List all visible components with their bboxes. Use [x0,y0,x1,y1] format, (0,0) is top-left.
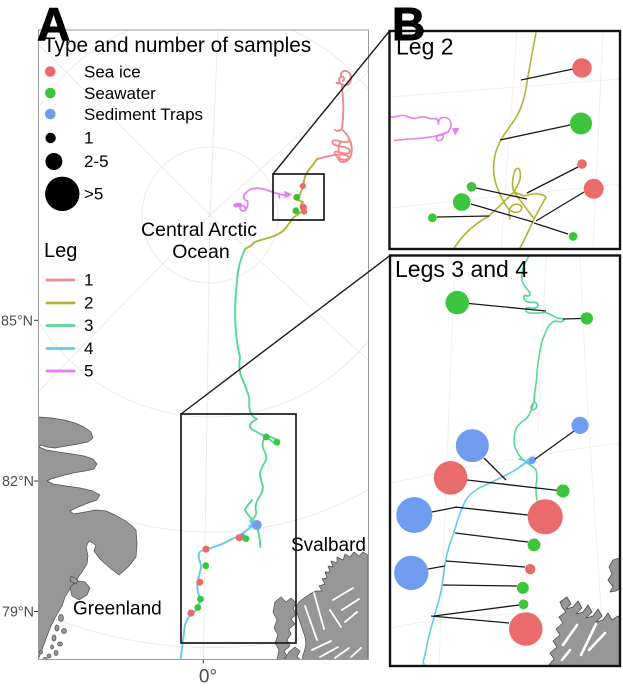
svg-text:79°N: 79°N [2,605,34,621]
svg-text:Greenland: Greenland [73,599,162,620]
svg-text:82°N: 82°N [2,474,34,490]
svg-text:3: 3 [84,316,93,335]
svg-text:Legs 3 and 4: Legs 3 and 4 [395,256,528,282]
svg-text:A: A [37,0,70,50]
svg-text:Type and number of samples: Type and number of samples [43,34,311,57]
svg-text:Central Arctic: Central Arctic [141,219,257,241]
svg-text:Ocean: Ocean [172,241,229,263]
svg-text:4: 4 [84,339,93,358]
svg-text:Sea ice: Sea ice [84,63,141,82]
svg-text:85°N: 85°N [1,314,33,330]
svg-text:Sediment Traps: Sediment Traps [84,105,203,124]
svg-text:Svalbard: Svalbard [291,535,366,556]
svg-text:5: 5 [84,362,93,381]
svg-text:B: B [392,0,425,50]
svg-text:1: 1 [84,129,93,148]
svg-text:0°: 0° [199,667,217,686]
svg-text:Leg: Leg [44,240,77,262]
svg-text:1: 1 [84,271,93,290]
svg-text:Leg 2: Leg 2 [396,34,454,60]
svg-text:Seawater: Seawater [84,84,156,103]
svg-text:2: 2 [84,294,93,313]
svg-text:>5: >5 [84,185,103,204]
svg-text:2-5: 2-5 [84,152,109,171]
